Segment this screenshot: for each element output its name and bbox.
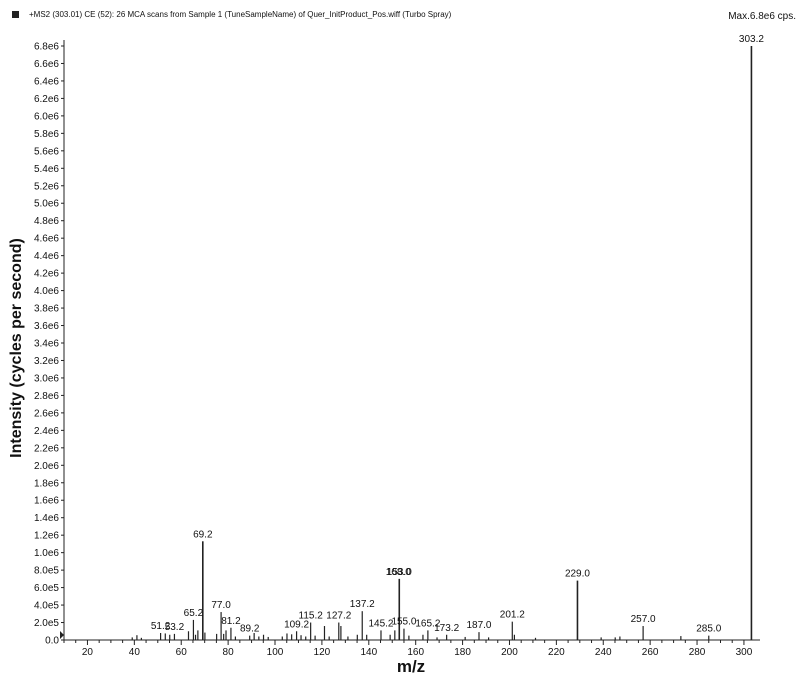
y-tick-label: 4.8e6 bbox=[34, 216, 59, 227]
x-axis-title: m/z bbox=[397, 657, 425, 676]
baseline-marker-icon bbox=[60, 631, 64, 639]
y-tick-label: 2.4e6 bbox=[34, 426, 59, 437]
y-tick-label: 5.6e6 bbox=[34, 146, 59, 157]
y-tick-label: 3.8e6 bbox=[34, 304, 59, 315]
x-tick-label: 100 bbox=[267, 647, 284, 658]
y-tick-label: 6.4e6 bbox=[34, 76, 59, 87]
peak-label: 229.0 bbox=[565, 569, 590, 580]
peak-label: 81.2 bbox=[221, 616, 241, 627]
y-tick-label: 3.0e6 bbox=[34, 373, 59, 384]
y-tick-label: 2.8e6 bbox=[34, 391, 59, 402]
x-tick-label: 20 bbox=[82, 647, 94, 658]
y-axis-title: Intensity (cycles per second) bbox=[8, 238, 25, 458]
y-tick-label: 5.4e6 bbox=[34, 164, 59, 175]
x-tick-label: 160 bbox=[407, 647, 424, 658]
x-tick-label: 120 bbox=[314, 647, 331, 658]
y-tick-label: 3.4e6 bbox=[34, 339, 59, 350]
x-tick-label: 240 bbox=[595, 647, 612, 658]
y-tick-label: 3.6e6 bbox=[34, 321, 59, 332]
peak-label: 115.2 bbox=[299, 611, 324, 622]
peak-label: 53.2 bbox=[165, 622, 185, 633]
peak-label: 153.0 bbox=[387, 567, 412, 578]
peak-label: 137.2 bbox=[350, 599, 375, 610]
scan-description: +MS2 (303.01) CE (52): 26 MCA scans from… bbox=[29, 10, 452, 19]
peak-label: 127.2 bbox=[326, 611, 351, 622]
y-tick-label: 6.6e6 bbox=[34, 59, 59, 70]
y-tick-label: 2.2e6 bbox=[34, 443, 59, 454]
peak-label: 187.0 bbox=[466, 620, 491, 631]
peak-label: 285.0 bbox=[696, 624, 721, 635]
y-tick-label: 2.0e5 bbox=[34, 618, 59, 629]
peak-label: 257.0 bbox=[631, 614, 656, 625]
y-tick-label: 1.6e6 bbox=[34, 496, 59, 507]
x-tick-label: 60 bbox=[176, 647, 188, 658]
x-tick-label: 180 bbox=[454, 647, 471, 658]
spectrum-marker-icon bbox=[12, 11, 19, 18]
peak-label: 65.2 bbox=[184, 608, 204, 619]
x-tick-label: 280 bbox=[689, 647, 706, 658]
peak-label: 201.2 bbox=[500, 610, 525, 621]
y-tick-label: 6.2e6 bbox=[34, 94, 59, 105]
y-tick-label: 2.0e6 bbox=[34, 461, 59, 472]
peak-label: 51.2 bbox=[151, 621, 171, 632]
peak-label: 89.2 bbox=[240, 624, 260, 635]
y-tick-label: 0.0 bbox=[45, 636, 59, 647]
peak-label: 109.2 bbox=[284, 619, 309, 630]
x-tick-label: 80 bbox=[223, 647, 235, 658]
max-intensity-label: Max.6.8e6 cps. bbox=[728, 11, 796, 22]
y-tick-label: 1.0e6 bbox=[34, 548, 59, 559]
peak-label: 173.2 bbox=[434, 623, 459, 634]
y-tick-label: 6.0e5 bbox=[34, 583, 59, 594]
y-tick-label: 4.4e6 bbox=[34, 251, 59, 262]
y-tick-label: 1.2e6 bbox=[34, 531, 59, 542]
peak-label: 168.0 bbox=[386, 567, 411, 578]
x-tick-label: 200 bbox=[501, 647, 518, 658]
scan-header: +MS2 (303.01) CE (52): 26 MCA scans from… bbox=[12, 10, 451, 19]
y-tick-label: 8.0e5 bbox=[34, 566, 59, 577]
y-tick-label: 4.0e5 bbox=[34, 601, 59, 612]
y-tick-label: 6.0e6 bbox=[34, 111, 59, 122]
y-tick-label: 4.6e6 bbox=[34, 234, 59, 245]
x-tick-label: 260 bbox=[642, 647, 659, 658]
peak-label: 77.0 bbox=[211, 600, 231, 611]
y-tick-label: 6.8e6 bbox=[34, 42, 59, 53]
peak-label: 145.2 bbox=[368, 618, 393, 629]
x-tick-label: 220 bbox=[548, 647, 565, 658]
peak-label: 165.2 bbox=[415, 618, 440, 629]
y-tick-label: 1.4e6 bbox=[34, 513, 59, 524]
x-tick-label: 140 bbox=[360, 647, 377, 658]
y-tick-label: 2.6e6 bbox=[34, 408, 59, 419]
y-tick-label: 5.0e6 bbox=[34, 199, 59, 210]
peak-label: 155.0 bbox=[391, 617, 416, 628]
x-tick-label: 40 bbox=[129, 647, 141, 658]
peak-label: 303.2 bbox=[739, 34, 764, 45]
y-tick-label: 3.2e6 bbox=[34, 356, 59, 367]
x-tick-label: 300 bbox=[736, 647, 753, 658]
y-tick-label: 4.2e6 bbox=[34, 269, 59, 280]
peak-label: 69.2 bbox=[193, 529, 213, 540]
y-tick-label: 5.2e6 bbox=[34, 181, 59, 192]
y-tick-label: 1.8e6 bbox=[34, 478, 59, 489]
y-tick-label: 4.0e6 bbox=[34, 286, 59, 297]
y-tick-label: 5.8e6 bbox=[34, 129, 59, 140]
